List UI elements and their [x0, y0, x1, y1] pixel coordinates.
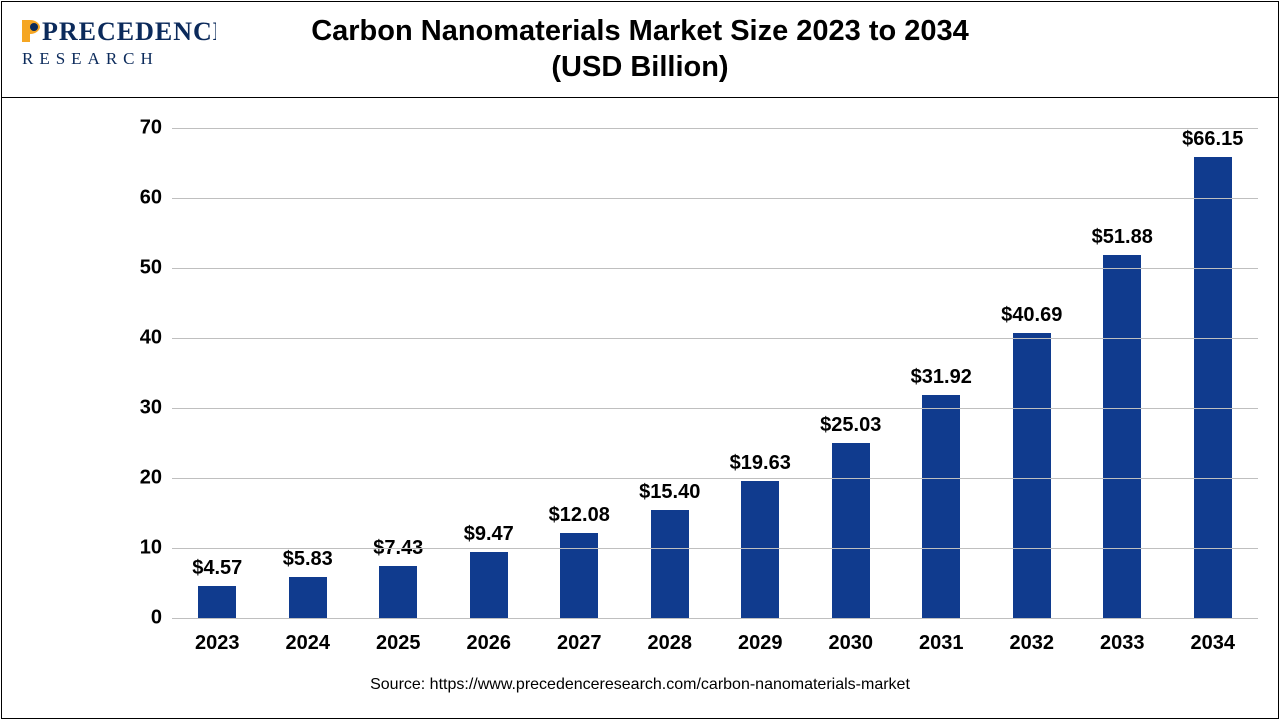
- bar-slot: $4.572023: [172, 128, 263, 618]
- bar-slot: $31.922031: [896, 128, 987, 618]
- bar-value-label: $15.40: [639, 481, 700, 504]
- bar-slot: $25.032030: [806, 128, 897, 618]
- bar-slot: $66.152034: [1168, 128, 1259, 618]
- x-axis-tick-label: 2029: [738, 632, 783, 655]
- x-axis-tick-label: 2030: [829, 632, 874, 655]
- bar: [651, 510, 689, 618]
- bar-value-label: $9.47: [464, 523, 514, 546]
- grid-line: [172, 478, 1258, 479]
- chart-title-line2: (USD Billion): [222, 50, 1058, 85]
- grid-line: [172, 338, 1258, 339]
- x-axis-tick-label: 2033: [1100, 632, 1145, 655]
- y-axis-tick-label: 40: [140, 327, 162, 350]
- x-axis-tick-label: 2023: [195, 632, 240, 655]
- x-axis-tick-label: 2026: [467, 632, 512, 655]
- logo-text-line2: RESEARCH: [22, 49, 159, 68]
- y-axis-tick-label: 70: [140, 117, 162, 140]
- source-citation: Source: https://www.precedenceresearch.c…: [2, 676, 1278, 694]
- bar-value-label: $25.03: [820, 414, 881, 437]
- x-axis-tick-label: 2034: [1191, 632, 1236, 655]
- bar-value-label: $31.92: [911, 366, 972, 389]
- x-axis-tick-label: 2024: [286, 632, 331, 655]
- bar-value-label: $66.15: [1182, 128, 1243, 151]
- y-axis-tick-label: 30: [140, 397, 162, 420]
- bar-value-label: $51.88: [1092, 226, 1153, 249]
- bar: [922, 395, 960, 618]
- chart-frame: PRECEDENCE RESEARCH Carbon Nanomaterials…: [1, 1, 1279, 719]
- grid-line: [172, 198, 1258, 199]
- chart-title-line1: Carbon Nanomaterials Market Size 2023 to…: [222, 14, 1058, 49]
- logo-text-line1: PRECEDENCE: [42, 17, 216, 46]
- bar-slot: $15.402028: [625, 128, 716, 618]
- x-axis-tick-label: 2028: [648, 632, 693, 655]
- bar: [832, 443, 870, 618]
- grid-line: [172, 128, 1258, 129]
- x-axis-tick-label: 2031: [919, 632, 964, 655]
- grid-line: [172, 548, 1258, 549]
- y-axis-tick-label: 0: [151, 607, 162, 630]
- bar-value-label: $5.83: [283, 548, 333, 571]
- grid-line: [172, 618, 1258, 619]
- x-axis-tick-label: 2027: [557, 632, 602, 655]
- y-axis-tick-label: 20: [140, 467, 162, 490]
- bar-slot: $7.432025: [353, 128, 444, 618]
- bar: [379, 566, 417, 618]
- y-axis-tick-label: 10: [140, 537, 162, 560]
- bar-slot: $12.082027: [534, 128, 625, 618]
- x-axis-tick-label: 2025: [376, 632, 421, 655]
- x-axis-tick-label: 2032: [1010, 632, 1055, 655]
- y-axis-tick-label: 60: [140, 187, 162, 210]
- bar-slot: $40.692032: [987, 128, 1078, 618]
- bar-slot: $19.632029: [715, 128, 806, 618]
- bar: [198, 586, 236, 618]
- bar: [1103, 255, 1141, 618]
- bar-value-label: $19.63: [730, 452, 791, 475]
- bar: [1013, 333, 1051, 618]
- bar-value-label: $4.57: [192, 557, 242, 580]
- header-band: PRECEDENCE RESEARCH Carbon Nanomaterials…: [2, 2, 1278, 98]
- bar: [741, 481, 779, 618]
- logo-icon: [22, 20, 40, 42]
- grid-line: [172, 408, 1258, 409]
- bars-container: $4.572023$5.832024$7.432025$9.472026$12.…: [172, 128, 1258, 618]
- bar-slot: $9.472026: [444, 128, 535, 618]
- y-axis-tick-label: 50: [140, 257, 162, 280]
- brand-logo-svg: PRECEDENCE RESEARCH: [16, 12, 216, 82]
- bar-slot: $5.832024: [263, 128, 354, 618]
- bar: [470, 552, 508, 618]
- brand-logo: PRECEDENCE RESEARCH: [16, 12, 216, 87]
- bar-slot: $51.882033: [1077, 128, 1168, 618]
- bar: [560, 533, 598, 618]
- grid-line: [172, 268, 1258, 269]
- bar-value-label: $40.69: [1001, 304, 1062, 327]
- bar: [289, 577, 327, 618]
- plot-region: $4.572023$5.832024$7.432025$9.472026$12.…: [172, 128, 1258, 618]
- chart-area: $4.572023$5.832024$7.432025$9.472026$12.…: [2, 98, 1278, 718]
- bar-value-label: $12.08: [549, 504, 610, 527]
